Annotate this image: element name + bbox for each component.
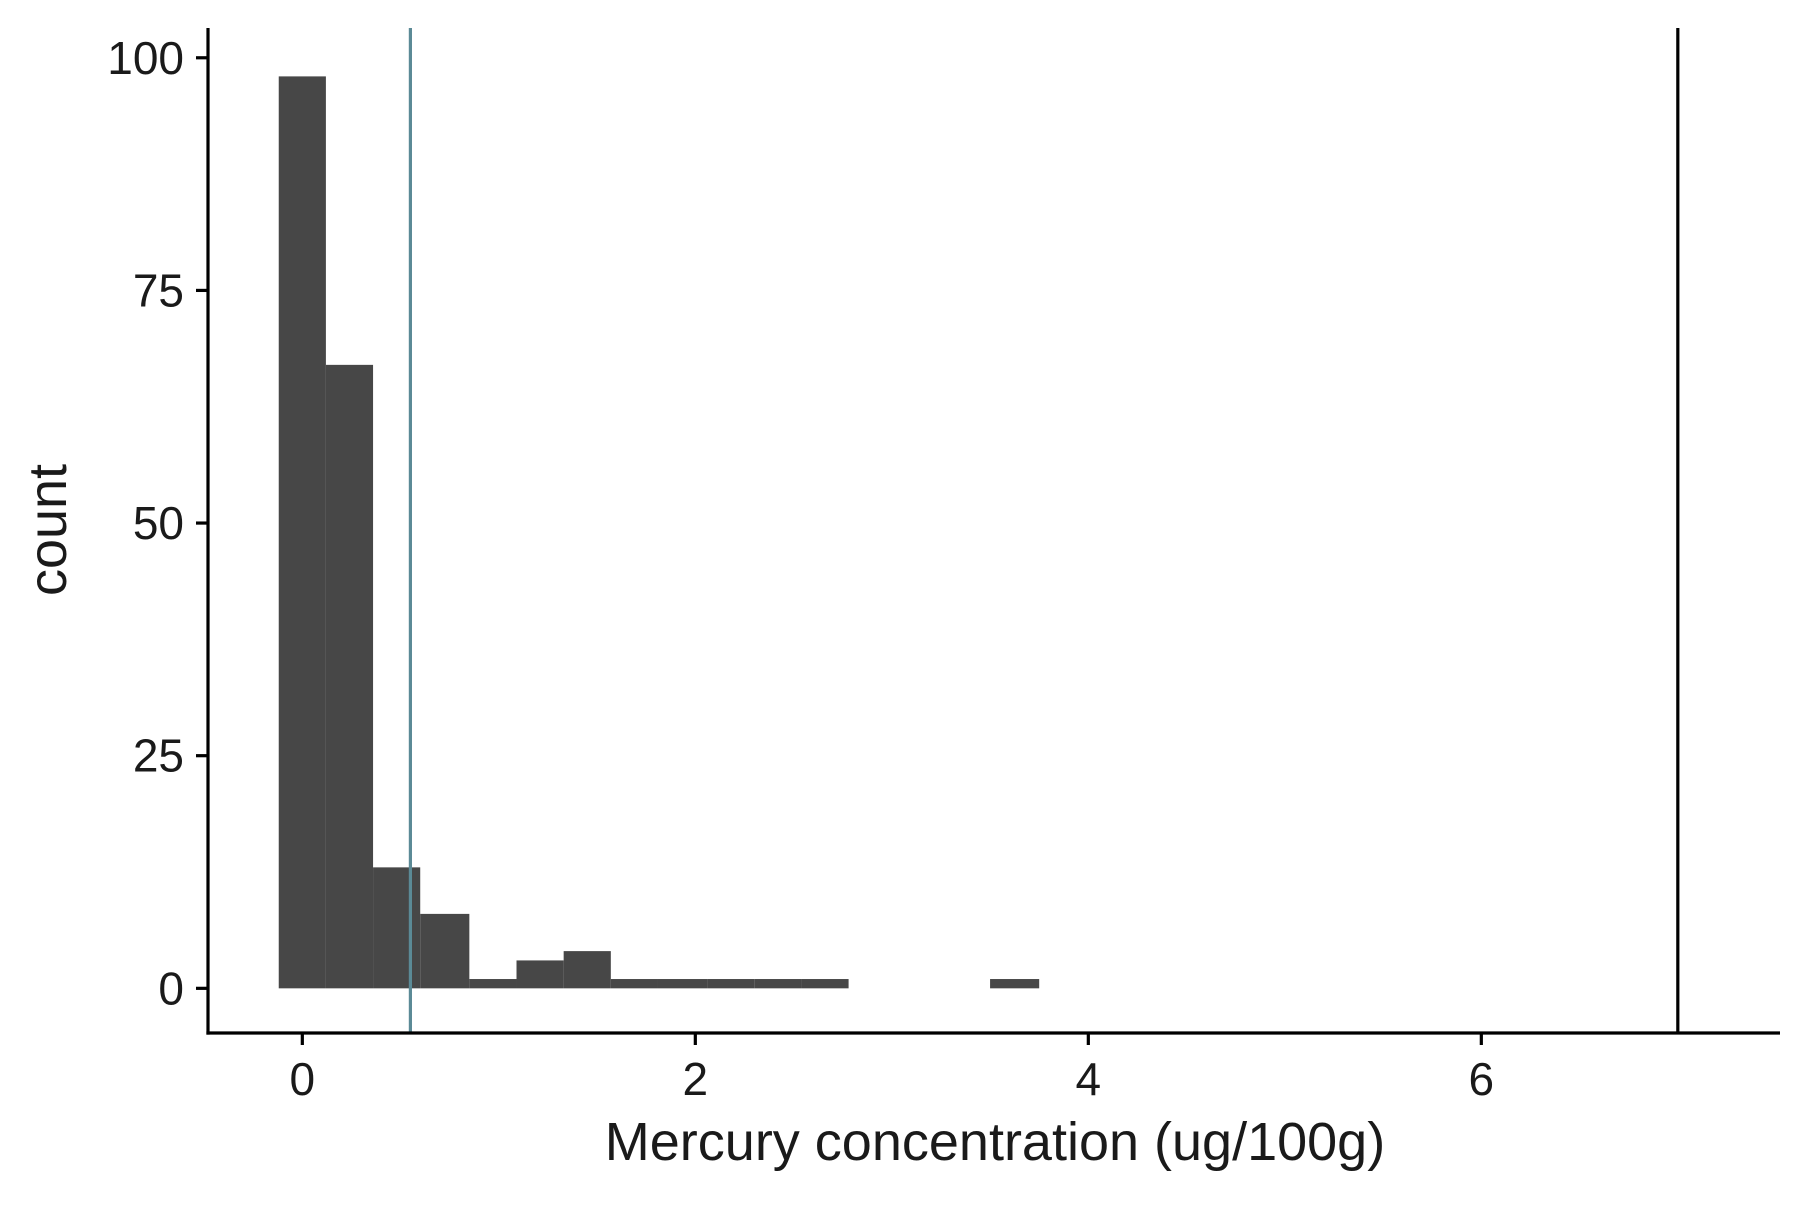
histogram-bar	[420, 913, 470, 989]
axes-layer	[206, 28, 1780, 1035]
x-axis-title: Mercury concentration (ug/100g)	[605, 1112, 1385, 1172]
y-tick-label: 100	[107, 32, 184, 84]
x-tick-label: 0	[290, 1053, 316, 1105]
reference-lines-layer	[408, 28, 1680, 1033]
x-tick-label: 4	[1076, 1053, 1102, 1105]
histogram-bar	[325, 364, 374, 989]
x-tick-label: 6	[1469, 1053, 1495, 1105]
histogram-bar	[990, 979, 1040, 989]
histogram-bar	[516, 960, 564, 989]
histogram-bar	[563, 951, 611, 989]
histogram-bar	[610, 979, 658, 989]
histogram-bar	[278, 76, 326, 989]
histogram-bar	[707, 979, 755, 989]
y-axis-title: count	[18, 464, 78, 596]
histogram-bar	[754, 979, 802, 989]
x-tick-label: 2	[683, 1053, 709, 1105]
histogram-bar	[657, 979, 708, 989]
histogram-bar	[373, 867, 421, 989]
y-tick-label: 0	[158, 962, 184, 1014]
y-tick-label: 50	[133, 497, 184, 549]
histogram-bar	[469, 979, 517, 989]
y-tick-label: 75	[133, 264, 184, 316]
bars-layer	[278, 76, 1040, 989]
ticks-layer: 0 2 4 6 0 25 50 75 100	[107, 32, 1494, 1105]
histogram-bar	[801, 979, 849, 989]
y-tick-label: 25	[133, 730, 184, 782]
